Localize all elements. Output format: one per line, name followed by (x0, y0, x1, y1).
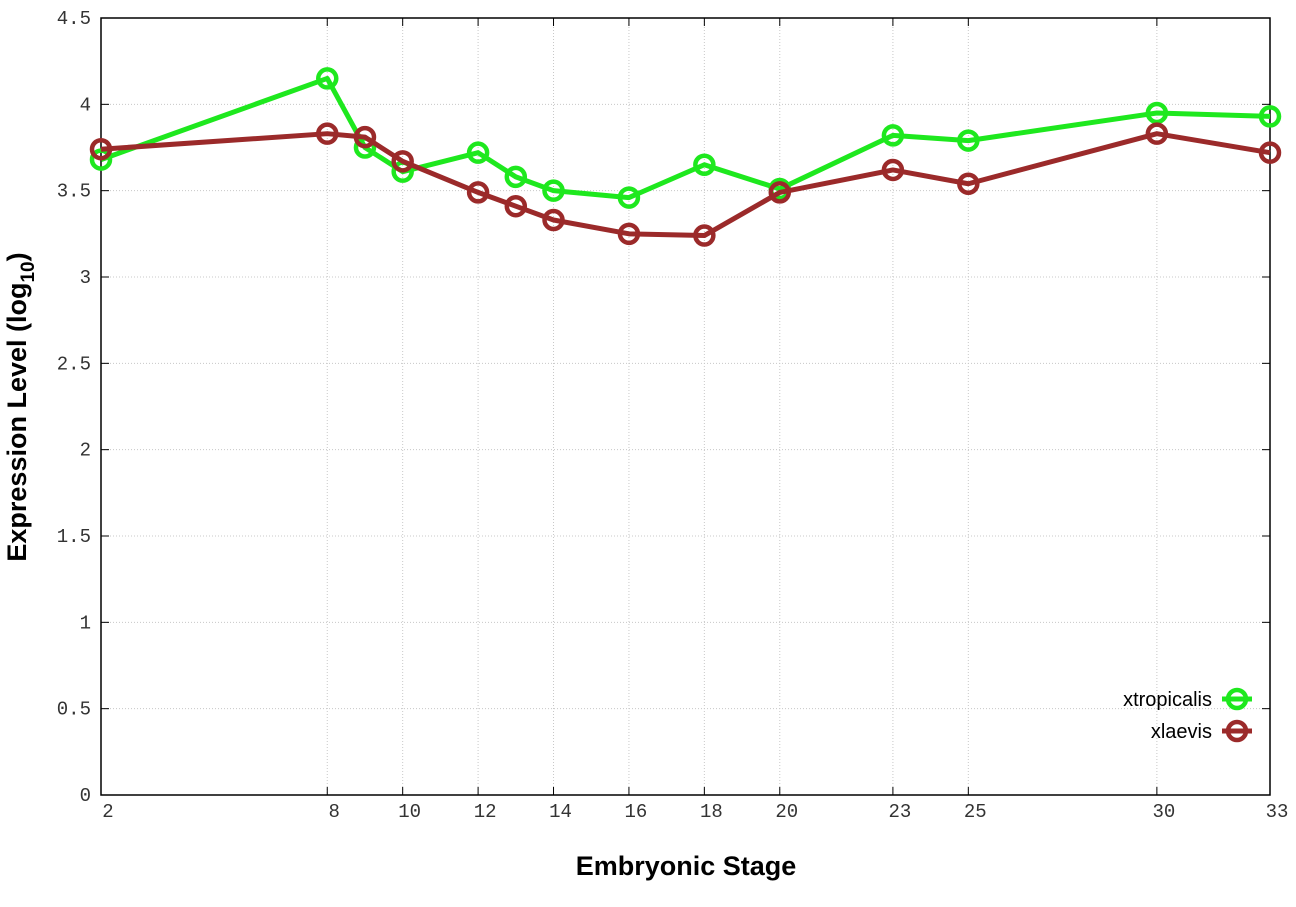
x-tick-label: 10 (398, 801, 421, 823)
data-point (617, 186, 641, 209)
data-point (316, 122, 339, 145)
y-tick-label: 1 (80, 612, 91, 634)
data-point (768, 181, 792, 204)
x-tick-label: 30 (1152, 801, 1175, 823)
data-point (316, 67, 339, 90)
data-point (391, 150, 414, 173)
legend-label: xtropicalis (1123, 689, 1212, 711)
data-point (1258, 141, 1282, 164)
y-tick-label: 3 (80, 267, 91, 289)
data-point (881, 158, 905, 182)
y-tick-label: 4 (80, 94, 91, 116)
y-tick-label: 0 (80, 785, 91, 807)
y-axis-title-main: Expression Level (log (2, 283, 32, 562)
y-tick-label: 2.5 (57, 353, 91, 375)
y-tick-label: 1.5 (57, 526, 91, 548)
plot-frame (100, 17, 1271, 796)
data-point (353, 125, 377, 149)
data-point (1145, 122, 1169, 145)
data-point (1145, 101, 1169, 125)
y-tick-label: 0.5 (57, 699, 91, 721)
data-point (957, 129, 980, 152)
data-point (617, 222, 641, 246)
data-point (542, 208, 565, 232)
x-tick-label: 23 (888, 801, 911, 823)
data-point (957, 172, 980, 196)
y-tick-label: 3.5 (57, 181, 91, 203)
x-tick-label: 20 (775, 801, 798, 823)
data-point (542, 179, 565, 202)
data-point (693, 153, 716, 177)
legend-marker (1225, 687, 1249, 711)
data-point (89, 137, 113, 161)
x-axis-title: Embryonic Stage (576, 851, 797, 881)
x-tick-label: 12 (474, 801, 497, 823)
y-axis-title-sub: 10 (18, 261, 39, 282)
data-point (881, 124, 905, 147)
data-point (504, 165, 528, 189)
x-tick-label: 33 (1266, 801, 1289, 823)
x-tick-label: 14 (549, 801, 572, 823)
y-tick-label: 4.5 (57, 8, 91, 30)
data-point (466, 141, 490, 164)
data-point (466, 181, 490, 204)
y-axis-title: Expression Level (log10) (2, 252, 39, 561)
x-tick-label: 2 (102, 801, 113, 823)
data-point (1258, 105, 1282, 128)
x-tick-label: 16 (625, 801, 648, 823)
legend-marker (1225, 719, 1249, 743)
legend-label: xlaevis (1151, 721, 1212, 743)
x-tick-label: 25 (964, 801, 987, 823)
y-axis-title-end: ) (2, 252, 32, 261)
data-point (504, 194, 528, 218)
data-point (89, 148, 113, 171)
x-tick-label: 18 (700, 801, 723, 823)
series-line (100, 131, 1271, 239)
x-tick-label: 8 (329, 801, 340, 823)
y-tick-label: 2 (80, 440, 91, 462)
data-point (693, 224, 716, 247)
